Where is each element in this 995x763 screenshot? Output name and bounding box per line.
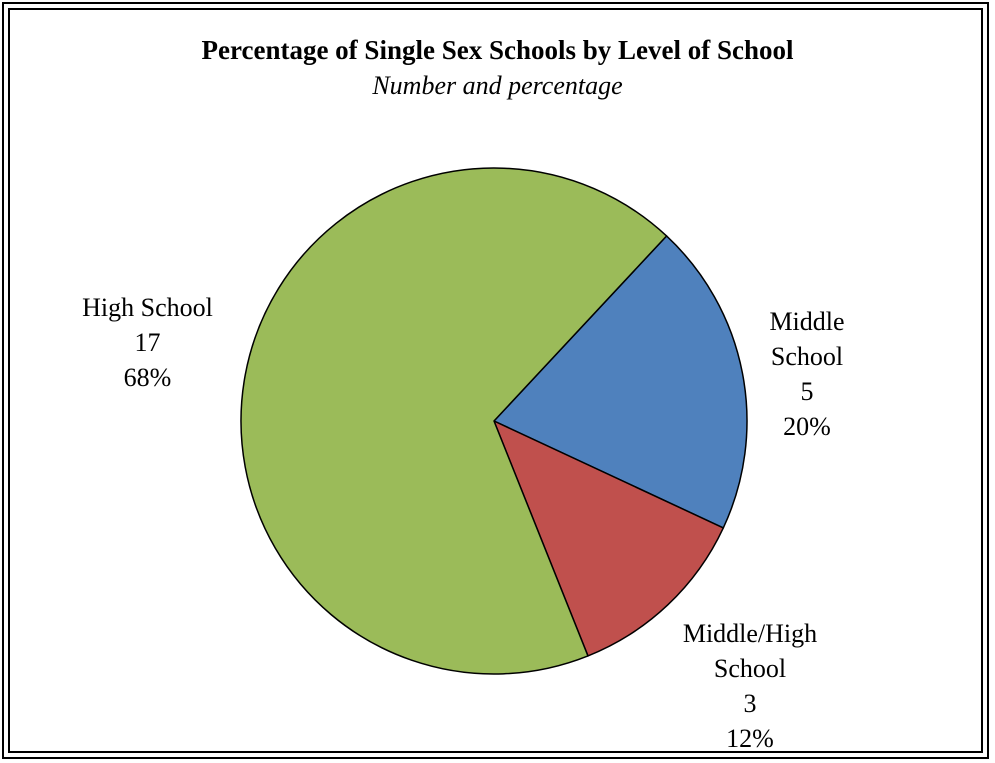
slice-percent: 20%: [783, 412, 831, 441]
slice-name-line: School: [713, 654, 787, 683]
slice-value: 5: [800, 377, 814, 406]
chart-subtitle: Number and percentage: [372, 71, 623, 100]
pie-slice-middle-school: [493, 235, 748, 529]
slice-label-middle-school: Middle School 5 20%: [752, 304, 862, 444]
pie-slice-middle-high-school: [493, 420, 725, 657]
pie-slice-high-school: [240, 167, 668, 675]
slice-value: 3: [743, 689, 757, 718]
slice-name-line: Middle: [769, 307, 845, 336]
slice-label-middle-high-school: Middle/High School 3 12%: [665, 616, 835, 756]
slice-percent: 68%: [123, 363, 172, 392]
chart-inner-border: [8, 8, 983, 753]
slice-percent: 12%: [726, 724, 774, 753]
chart-title: Percentage of Single Sex Schools by Leve…: [201, 35, 794, 65]
slice-name-line: Middle/High: [682, 619, 818, 648]
slice-name-line: High School: [82, 293, 213, 322]
slice-label-high-school: High School 17 68%: [55, 290, 240, 395]
slice-value: 17: [134, 328, 161, 357]
pie-slices: [240, 167, 748, 675]
slice-name-line: School: [770, 342, 844, 371]
